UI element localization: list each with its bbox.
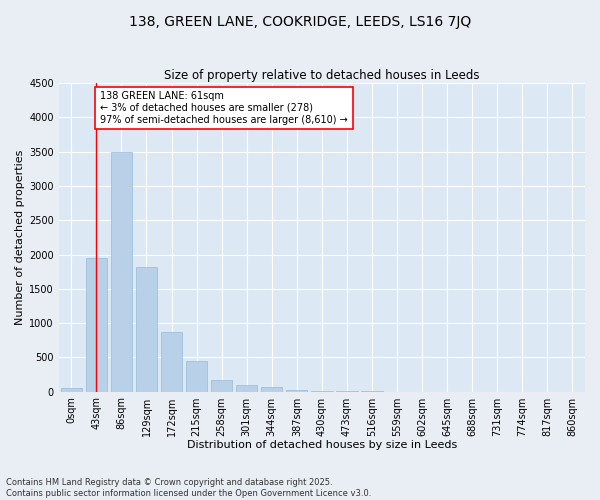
Bar xyxy=(286,390,307,392)
Y-axis label: Number of detached properties: Number of detached properties xyxy=(15,150,25,325)
Bar xyxy=(161,332,182,392)
Bar xyxy=(86,258,107,392)
Bar xyxy=(211,380,232,392)
Text: Contains HM Land Registry data © Crown copyright and database right 2025.
Contai: Contains HM Land Registry data © Crown c… xyxy=(6,478,371,498)
X-axis label: Distribution of detached houses by size in Leeds: Distribution of detached houses by size … xyxy=(187,440,457,450)
Bar xyxy=(111,152,132,392)
Bar xyxy=(186,361,207,392)
Bar xyxy=(136,267,157,392)
Bar xyxy=(61,388,82,392)
Bar xyxy=(261,388,283,392)
Bar xyxy=(311,391,332,392)
Text: 138, GREEN LANE, COOKRIDGE, LEEDS, LS16 7JQ: 138, GREEN LANE, COOKRIDGE, LEEDS, LS16 … xyxy=(129,15,471,29)
Title: Size of property relative to detached houses in Leeds: Size of property relative to detached ho… xyxy=(164,69,479,82)
Text: 138 GREEN LANE: 61sqm
← 3% of detached houses are smaller (278)
97% of semi-deta: 138 GREEN LANE: 61sqm ← 3% of detached h… xyxy=(100,92,348,124)
Bar xyxy=(236,384,257,392)
